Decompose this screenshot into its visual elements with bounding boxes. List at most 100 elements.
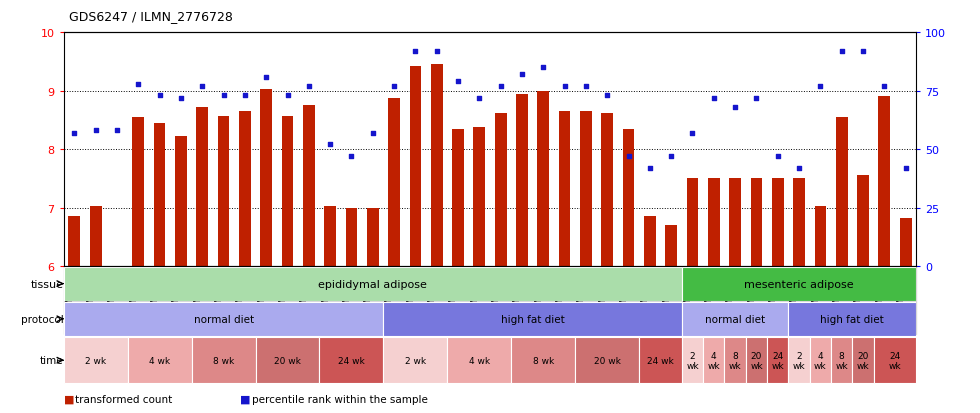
Point (216, 93, 231, 100)
Bar (261, 90, 272, 266)
Text: 20 wk: 20 wk (594, 356, 620, 365)
Bar (452, 129, 464, 266)
Point (727, 104, 743, 111)
Bar (218, 116, 229, 266)
Text: 2 wk: 2 wk (85, 356, 106, 365)
Point (749, 95, 764, 102)
Bar (256, 337, 319, 383)
Bar (196, 108, 208, 266)
Text: 8 wk: 8 wk (213, 356, 234, 365)
Bar (537, 91, 549, 266)
Point (194, 83, 210, 90)
Bar (154, 123, 166, 266)
Bar (751, 179, 762, 266)
Point (856, 48, 871, 55)
Bar (767, 337, 789, 383)
Point (365, 130, 380, 137)
Bar (516, 94, 528, 266)
Bar (64, 267, 682, 301)
Text: tissue: tissue (30, 279, 64, 289)
Text: high fat diet: high fat diet (820, 314, 884, 324)
Bar (682, 337, 704, 383)
Point (557, 83, 572, 90)
Bar (383, 302, 682, 336)
Bar (448, 337, 512, 383)
Bar (192, 337, 256, 383)
Text: 4
wk: 4 wk (814, 351, 827, 370)
Bar (383, 337, 447, 383)
Bar (324, 207, 336, 266)
Point (301, 83, 317, 90)
Text: 2 wk: 2 wk (405, 356, 426, 365)
Bar (644, 217, 656, 266)
Text: 2
wk: 2 wk (793, 351, 806, 370)
Point (67, 130, 82, 137)
Point (898, 165, 913, 172)
Bar (704, 337, 724, 383)
Bar (431, 65, 443, 266)
Point (408, 48, 423, 55)
Text: normal diet: normal diet (705, 314, 765, 324)
Point (237, 93, 253, 100)
Point (109, 128, 124, 134)
Text: 2
wk: 2 wk (686, 351, 699, 370)
Bar (346, 208, 358, 266)
Bar (388, 98, 400, 266)
Bar (69, 217, 80, 266)
Text: transformed count: transformed count (75, 394, 172, 404)
Point (493, 83, 509, 90)
Text: normal diet: normal diet (193, 314, 254, 324)
Bar (473, 128, 485, 266)
Bar (900, 218, 911, 266)
Point (514, 72, 530, 78)
Bar (639, 337, 682, 383)
Point (344, 153, 360, 160)
Point (770, 153, 786, 160)
Bar (410, 67, 421, 266)
Text: high fat diet: high fat diet (501, 314, 564, 324)
Text: 8 wk: 8 wk (533, 356, 554, 365)
Text: time: time (39, 355, 64, 366)
Bar (367, 208, 378, 266)
Bar (746, 337, 767, 383)
Text: ■: ■ (240, 394, 251, 404)
Point (535, 65, 551, 71)
Text: epididymal adipose: epididymal adipose (318, 279, 427, 289)
Text: 8
wk: 8 wk (835, 351, 848, 370)
Point (429, 48, 445, 55)
Bar (665, 225, 677, 266)
Point (322, 142, 338, 148)
Bar (64, 337, 127, 383)
Point (876, 83, 892, 90)
Bar (64, 302, 383, 336)
Bar (874, 337, 916, 383)
Bar (836, 118, 848, 266)
Point (450, 79, 465, 85)
Point (173, 95, 189, 102)
Text: 8
wk: 8 wk (729, 351, 742, 370)
Bar (687, 179, 699, 266)
Bar (281, 116, 293, 266)
Bar (575, 337, 639, 383)
Bar (772, 179, 784, 266)
Bar (708, 179, 719, 266)
Point (386, 83, 402, 90)
Bar (559, 112, 570, 266)
Bar (858, 176, 869, 266)
Text: 4 wk: 4 wk (468, 356, 490, 365)
Bar (175, 137, 187, 266)
Text: mesenteric adipose: mesenteric adipose (744, 279, 854, 289)
Point (685, 130, 701, 137)
Text: 4
wk: 4 wk (708, 351, 720, 370)
Point (706, 95, 721, 102)
Bar (682, 302, 789, 336)
Bar (788, 337, 809, 383)
Point (834, 48, 850, 55)
Point (88, 128, 104, 134)
Bar (622, 129, 634, 266)
Text: 24
wk: 24 wk (771, 351, 784, 370)
Point (279, 93, 295, 100)
Bar (724, 337, 746, 383)
Point (642, 165, 658, 172)
Bar (831, 337, 853, 383)
